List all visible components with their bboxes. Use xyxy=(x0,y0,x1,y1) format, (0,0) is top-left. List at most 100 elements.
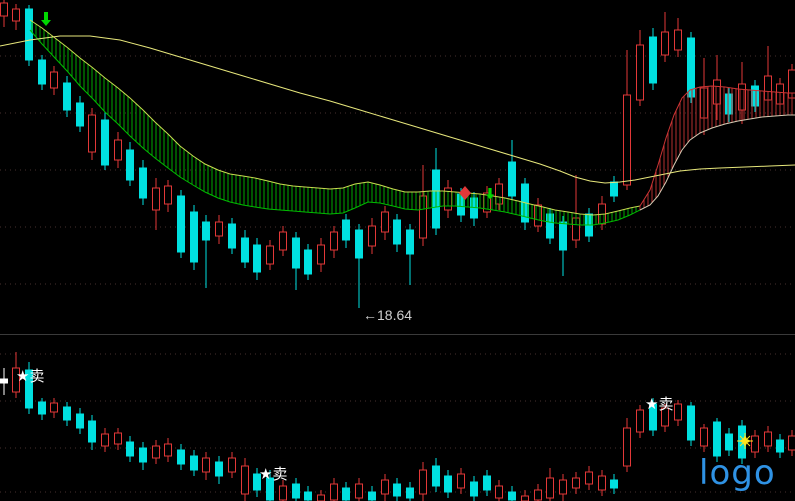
sub-candle-down xyxy=(342,487,350,501)
sub-candle-up xyxy=(546,477,554,499)
sub-candle-up xyxy=(521,495,529,501)
candle-down xyxy=(342,219,350,241)
candle-down xyxy=(559,221,567,251)
sub-candle-down xyxy=(25,369,33,409)
sub-candle-down xyxy=(190,455,198,471)
candle-up xyxy=(738,83,746,111)
sub-candle-down xyxy=(483,475,491,491)
sub-candle-down xyxy=(63,406,71,421)
sub-candle-up xyxy=(241,465,249,495)
sub-candle-down xyxy=(215,461,223,477)
candle-up xyxy=(266,245,274,265)
candle-down xyxy=(725,93,733,115)
candle-down xyxy=(177,195,185,253)
candle-up xyxy=(88,114,96,153)
candle-up xyxy=(713,79,721,105)
candle-up xyxy=(368,225,376,247)
candle-down xyxy=(25,8,33,61)
candle-down xyxy=(292,237,300,269)
sub-candle-up xyxy=(279,485,287,501)
ma-line xyxy=(0,35,795,184)
sell-marker-label: ★卖 xyxy=(16,367,44,385)
candle-up xyxy=(279,231,287,251)
sub-candle-up xyxy=(202,457,210,473)
sub-candle-up xyxy=(636,409,644,433)
sell-marker-label: ★卖 xyxy=(259,465,287,483)
candle-up xyxy=(12,8,20,22)
sub-candle-down xyxy=(76,413,84,429)
sub-candle-down xyxy=(776,439,784,453)
candle-down xyxy=(241,237,249,263)
sub-candle-up xyxy=(330,483,338,501)
candle-down xyxy=(190,211,198,263)
sub-candle-up xyxy=(12,367,20,393)
sub-candle-up xyxy=(764,431,772,447)
sub-candle-up xyxy=(598,475,606,491)
sub-candle-down xyxy=(444,475,452,493)
sub-candle-up xyxy=(572,477,580,489)
sub-candle-up xyxy=(164,443,172,457)
sub-candle-up xyxy=(623,427,631,467)
sub-candle-up xyxy=(534,489,542,501)
sub-candle-down xyxy=(393,483,401,497)
candle-up xyxy=(317,244,325,265)
sub-candle-down xyxy=(38,401,46,415)
candle-up xyxy=(674,29,682,51)
candle-up xyxy=(0,2,8,17)
ribbon-lower-red xyxy=(639,114,795,211)
sub-candle-up xyxy=(355,483,363,499)
sub-candle-down xyxy=(508,491,516,501)
sub-candle-down xyxy=(368,491,376,501)
ribbon-lower-green xyxy=(29,29,641,226)
sub-candle-down xyxy=(177,449,185,465)
candle-up xyxy=(661,31,669,56)
sub-candle-up xyxy=(419,469,427,495)
candle-up xyxy=(381,211,389,233)
candle-down xyxy=(253,244,261,273)
sub-candle-up xyxy=(317,494,325,501)
candle-up xyxy=(623,94,631,186)
sub-candle-down xyxy=(725,433,733,451)
candle-down xyxy=(228,223,236,249)
candle-down xyxy=(751,85,759,107)
candle-up xyxy=(152,187,160,211)
sub-candle-up xyxy=(788,435,795,451)
sub-candle-up xyxy=(152,445,160,459)
candle-up xyxy=(330,231,338,251)
sell-marker-label: ★卖 xyxy=(645,395,673,413)
sub-candle-down xyxy=(304,491,312,501)
price-annotation: ←18.64 xyxy=(363,307,412,323)
sub-candle-down xyxy=(266,477,274,501)
sub-candle-down xyxy=(687,405,695,441)
sub-candle-up xyxy=(101,433,109,447)
ribbon-upper-green xyxy=(29,19,641,216)
candle-down xyxy=(355,229,363,259)
sub-candle-down xyxy=(88,420,96,443)
candle-down xyxy=(101,119,109,166)
candle-down xyxy=(610,181,618,197)
sub-candle-up xyxy=(228,457,236,473)
sub-candle-up xyxy=(674,403,682,421)
ribbon-upper-red xyxy=(639,85,795,207)
sub-candle-up xyxy=(559,479,567,495)
sparkle-star-icon xyxy=(739,435,751,447)
candle-down xyxy=(687,37,695,98)
sub-candle-up xyxy=(585,471,593,485)
sub-candle-down xyxy=(292,483,300,499)
candle-down xyxy=(202,221,210,241)
candle-up xyxy=(164,185,172,205)
candle-down xyxy=(546,213,554,239)
sub-candle-neutral xyxy=(0,378,8,384)
candle-down xyxy=(76,102,84,127)
signal-arrow-down-icon xyxy=(41,12,51,26)
candle-up xyxy=(534,204,542,227)
candle-down xyxy=(38,59,46,85)
sub-candle-up xyxy=(661,407,669,427)
candle-up xyxy=(50,71,58,89)
candle-down xyxy=(304,249,312,275)
candle-down xyxy=(63,82,71,111)
candle-down xyxy=(126,149,134,181)
candle-down xyxy=(393,219,401,245)
logo-watermark: logo xyxy=(699,453,776,493)
